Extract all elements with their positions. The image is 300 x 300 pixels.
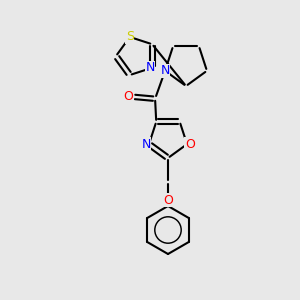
Text: N: N — [160, 64, 170, 77]
Text: O: O — [163, 194, 173, 206]
Text: S: S — [126, 31, 134, 44]
Text: N: N — [146, 61, 155, 74]
Text: O: O — [185, 138, 195, 151]
Text: O: O — [123, 90, 133, 103]
Text: N: N — [141, 138, 151, 151]
